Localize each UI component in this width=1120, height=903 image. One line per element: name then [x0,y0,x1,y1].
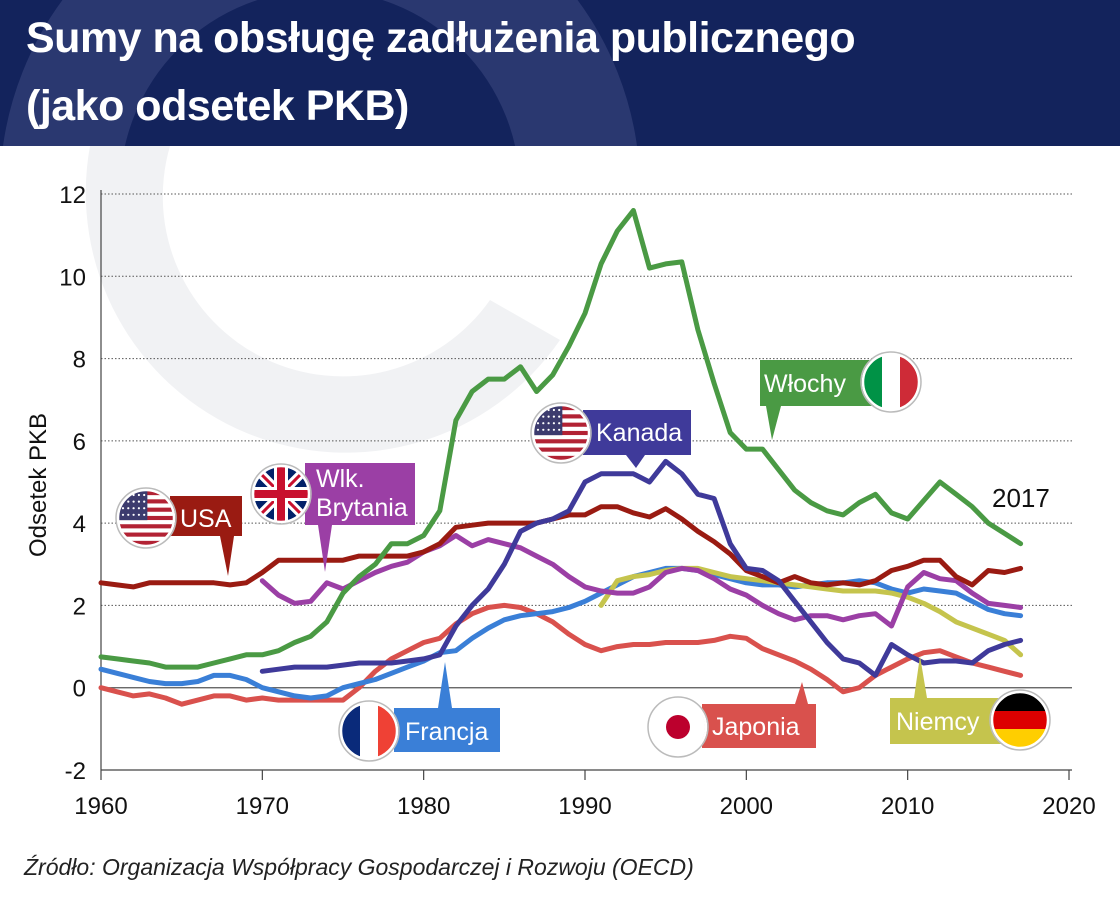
flag-france-icon [338,700,400,762]
flag-uk-icon [250,463,312,525]
flag-japan-icon [647,696,709,758]
flag-italy-icon [860,351,922,413]
header-banner: Sumy na obsługę zadłużenia publicznego (… [0,0,1120,146]
label-text: Japonia [712,713,800,741]
flag-usa-icon [115,487,177,549]
source-note: Źródło: Organizacja Współpracy Gospodarc… [24,854,694,880]
title-line-2: (jako odsetek PKB) [26,82,409,130]
title-line-1: Sumy na obsługę zadłużenia publicznego [26,14,856,62]
y-tick-label: 2 [73,593,86,620]
series-labels: USA Wlk.Brytania Kanada Włochy Francja Japoni… [115,351,1051,762]
x-tick-label: 1990 [558,793,611,820]
y-tick-label: 12 [59,182,86,209]
label-niemcy: Niemcy [890,656,1051,751]
label-wlk-brytania: Wlk.Brytania [250,463,415,572]
series-lines [98,208,1024,707]
flag-germany-icon [989,689,1051,751]
series-line-francja [98,565,1024,701]
label-japonia: Japonia [647,682,816,758]
x-tick-label: 1980 [397,793,450,820]
label-w-ochy: Włochy [760,351,922,440]
label-kanada: Kanada [530,402,691,468]
y-tick-label: -2 [65,758,86,785]
series-line-japonia [98,602,1024,707]
label-text: Brytania [316,494,408,522]
label-usa: USA [115,487,242,576]
flag-usa-icon [530,402,592,464]
x-tick-label: 2010 [881,793,934,820]
y-tick-label: 8 [73,347,86,374]
axes: 1960 1970 1980 1990 2000 2010 2020 [74,190,1096,820]
label-text: Francja [405,718,488,746]
y-axis-label: Odsetek PKB [25,413,52,557]
x-tick-label: 2000 [720,793,773,820]
watermark-icon [85,146,560,453]
x-tick-label: 1970 [236,793,289,820]
y-tick-label: 6 [73,429,86,456]
y-tick-label: 0 [73,676,86,703]
label-text: Niemcy [896,708,980,736]
chart-area: -2 0 2 4 6 8 10 12 1960 1970 1980 1990 2000 2010 2020… [25,146,1096,820]
label-text: Wlk. [316,465,365,493]
grid-lines: -2 0 2 4 6 8 10 12 [59,182,1072,785]
x-tick-label: 2020 [1042,793,1095,820]
label-text: Włochy [764,370,846,398]
series-line-kanada [259,458,1024,678]
chart-title: Sumy na obsługę zadłużenia publicznego (… [26,4,856,140]
x-tick-label: 1960 [74,793,127,820]
series-line-wlk-brytania [259,533,1024,629]
label-francja: Francja [338,662,500,762]
annotation-2017: 2017 [992,483,1050,513]
y-tick-label: 4 [73,511,86,538]
label-text: Kanada [596,419,682,447]
y-tick-label: 10 [59,264,86,291]
label-text: USA [180,505,232,533]
series-line-w-ochy [98,208,1024,670]
